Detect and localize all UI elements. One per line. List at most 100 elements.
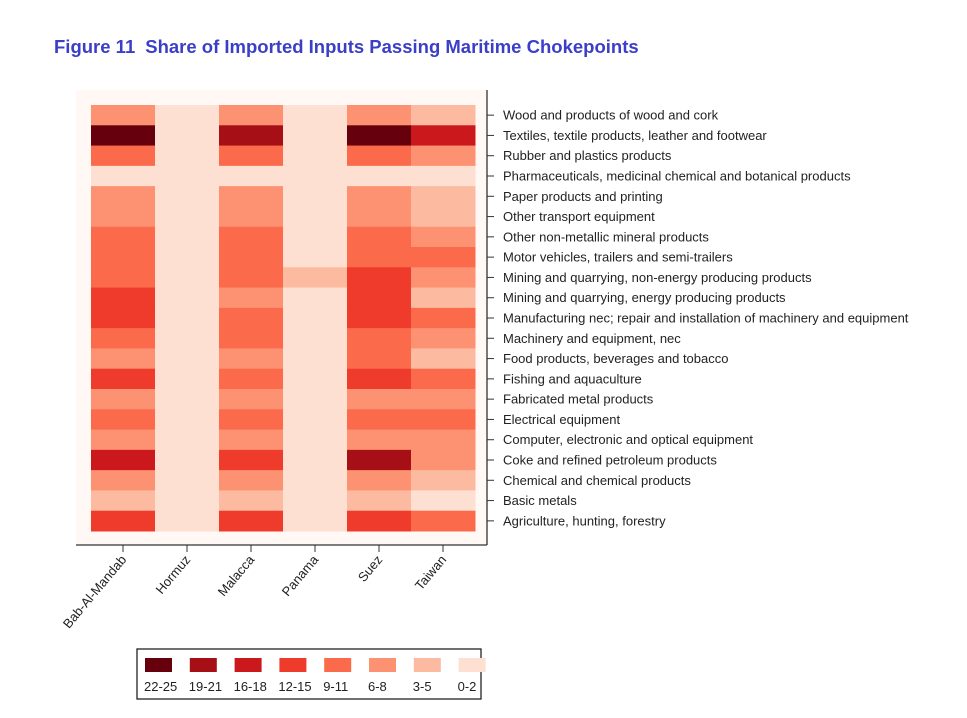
heatmap-cell xyxy=(283,368,348,390)
heatmap-cell xyxy=(283,206,348,228)
heatmap-cell xyxy=(411,287,476,309)
heatmap-cell xyxy=(347,267,412,289)
heatmap-cell xyxy=(219,105,284,126)
heatmap-cell xyxy=(347,368,412,390)
y-tick-label: Fishing and aquaculture xyxy=(503,371,642,386)
heatmap-cell xyxy=(155,449,220,471)
heatmap-cell xyxy=(155,409,220,431)
heatmap-cell xyxy=(91,307,156,329)
heatmap-cell xyxy=(155,429,220,451)
heatmap-cell xyxy=(219,267,284,289)
heatmap-cell xyxy=(219,287,284,309)
heatmap-cell xyxy=(91,470,156,491)
heatmap-cell xyxy=(155,348,220,370)
heatmap-cell xyxy=(155,389,220,410)
y-tick-label: Pharmaceuticals, medicinal chemical and … xyxy=(503,169,851,184)
y-tick-label: Fabricated metal products xyxy=(503,392,654,407)
heatmap-cell xyxy=(347,247,412,268)
heatmap-cell xyxy=(155,307,220,329)
heatmap-cell xyxy=(283,490,348,512)
heatmap-cell xyxy=(347,328,412,349)
heatmap-cell xyxy=(155,470,220,491)
heatmap-cell xyxy=(347,307,412,329)
heatmap-cell xyxy=(155,368,220,390)
heatmap-cell xyxy=(347,125,412,147)
figure-title: Figure 11 Share of Imported Inputs Passin… xyxy=(54,36,639,58)
heatmap-cell xyxy=(283,105,348,126)
y-tick-label: Computer, electronic and optical equipme… xyxy=(503,432,753,447)
heatmap-cell xyxy=(347,470,412,491)
heatmap-cell xyxy=(91,206,156,228)
heatmap-cell xyxy=(411,368,476,390)
heatmap-cell xyxy=(411,307,476,329)
heatmap-cell xyxy=(411,470,476,491)
heatmap-cell xyxy=(91,105,156,126)
heatmap-cell xyxy=(155,206,220,228)
heatmap-cell xyxy=(91,368,156,390)
heatmap-cell xyxy=(283,470,348,491)
heatmap-cell xyxy=(219,125,284,147)
heatmap-cell xyxy=(155,247,220,268)
heatmap-cell xyxy=(347,490,412,512)
heatmap-cell xyxy=(411,267,476,289)
heatmap-cell xyxy=(411,328,476,349)
legend-label: 6-8 xyxy=(368,679,387,694)
heatmap-cell xyxy=(91,287,156,309)
heatmap-cell xyxy=(219,247,284,268)
heatmap-cell xyxy=(219,307,284,329)
y-tick-label: Textiles, textile products, leather and … xyxy=(503,128,767,143)
heatmap-cell xyxy=(283,409,348,431)
heatmap-cell xyxy=(155,186,220,207)
legend-label: 9-11 xyxy=(323,679,348,694)
heatmap-cell xyxy=(155,287,220,309)
heatmap-cell xyxy=(91,429,156,451)
y-tick-label: Rubber and plastics products xyxy=(503,148,672,163)
x-tick-label: Panama xyxy=(279,552,322,599)
legend-label: 3-5 xyxy=(413,679,432,694)
y-tick-label: Other non-metallic mineral products xyxy=(503,229,709,244)
heatmap-cell xyxy=(155,490,220,512)
heatmap-cell xyxy=(219,348,284,370)
y-tick-label: Food products, beverages and tobacco xyxy=(503,351,728,366)
legend-label: 22-25 xyxy=(144,679,177,694)
legend-label: 12-15 xyxy=(278,679,311,694)
x-tick-label: Malacca xyxy=(215,552,258,599)
heatmap-cell xyxy=(347,389,412,410)
legend-swatch xyxy=(413,658,441,672)
heatmap-cell xyxy=(91,267,156,289)
figure-number: Figure 11 xyxy=(54,36,136,57)
heatmap-cell xyxy=(219,165,284,187)
heatmap-cell xyxy=(155,328,220,349)
y-tick-label: Machinery and equipment, nec xyxy=(503,331,681,346)
y-tick-label: Coke and refined petroleum products xyxy=(503,453,717,468)
legend-swatch xyxy=(324,658,352,672)
heatmap-cell xyxy=(91,409,156,431)
heatmap-cell xyxy=(411,429,476,451)
legend-label: 0-2 xyxy=(458,679,477,694)
heatmap-cell xyxy=(283,186,348,207)
legend-label: 19-21 xyxy=(189,679,222,694)
y-tick-label: Manufacturing nec; repair and installati… xyxy=(503,311,909,326)
heatmap-cell xyxy=(219,145,284,167)
heatmap-cell xyxy=(411,348,476,370)
heatmap-cell xyxy=(283,348,348,370)
legend-label: 16-18 xyxy=(234,679,267,694)
y-tick-label: Mining and quarrying, energy producing p… xyxy=(503,290,786,305)
x-tick-label: Hormuz xyxy=(153,552,194,597)
heatmap-cell xyxy=(283,328,348,349)
heatmap-cell xyxy=(219,389,284,410)
heatmap-cell xyxy=(219,206,284,228)
heatmap-cell xyxy=(219,328,284,349)
heatmap-cell xyxy=(347,348,412,370)
heatmap-cell xyxy=(347,165,412,187)
heatmap-cell xyxy=(283,510,348,532)
x-tick-label: Bab-Al-Mandab xyxy=(60,552,130,631)
heatmap-cell xyxy=(347,145,412,167)
heatmap-cell xyxy=(347,105,412,126)
legend-swatch xyxy=(369,658,396,672)
heatmap-cell xyxy=(411,389,476,410)
legend-swatch xyxy=(234,658,262,672)
heatmap-cell xyxy=(91,490,156,512)
y-tick-label: Motor vehicles, trailers and semi-traile… xyxy=(503,250,733,265)
